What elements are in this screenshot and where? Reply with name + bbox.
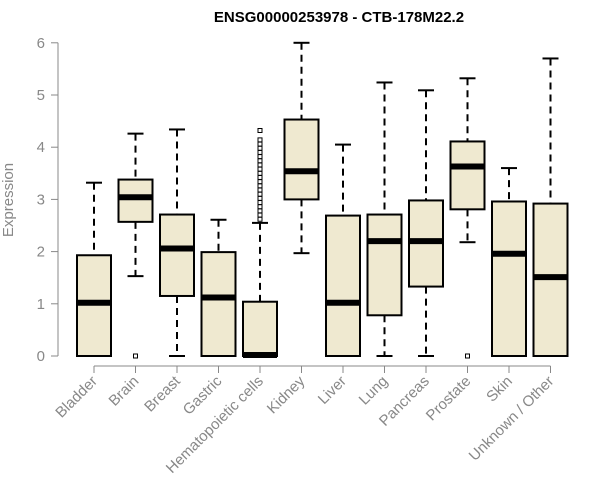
outlier-point [257,162,263,168]
y-tick-label: 0 [37,348,45,365]
y-axis: 0 1 2 3 4 5 6 [37,35,59,365]
iqr-box [159,213,195,297]
outlier-point [257,158,263,164]
outlier-point [257,187,263,193]
y-tick-label: 6 [37,35,45,52]
x-tick-label: Prostate [423,373,475,425]
y-tick-label: 5 [37,87,45,104]
box-skin [491,167,527,357]
y-tick-label: 4 [37,139,45,156]
iqr-box [491,200,527,357]
outlier-point [257,137,263,143]
x-tick-label: Lung [356,373,392,409]
box-pancreas [408,89,444,357]
y-tick-label: 3 [37,191,45,208]
y-tick-label: 1 [37,296,45,313]
outlier-point [257,216,263,222]
x-tick-label: Kidney [264,372,309,417]
box-hematopoietic-cells [242,127,278,358]
outlier-point [257,212,263,218]
outlier-point [257,145,263,151]
boxes-group [76,41,569,359]
outlier-point [257,174,263,180]
iqr-box [242,300,278,358]
box-gastric [200,218,237,357]
chart-title: ENSG00000253978 - CTB-178M22.2 [214,9,464,26]
outlier-point [257,191,263,197]
outlier-point [257,195,263,201]
outlier-point [257,208,263,214]
x-tick-label: Skin [483,373,516,406]
outlier-point [257,141,263,147]
x-tick-label: Brain [106,373,143,410]
outlier-point [257,127,263,133]
iqr-box [449,140,486,211]
box-bladder [76,181,112,357]
y-tick-label: 2 [37,244,45,261]
outlier-point [257,204,263,210]
outlier-point [257,179,263,185]
box-prostate [449,77,486,359]
iqr-box [366,213,403,317]
iqr-box [325,214,361,357]
box-brain [117,132,154,359]
outlier-point [257,170,263,176]
x-tick-label: Bladder [52,373,101,422]
x-tick-label: Liver [315,373,350,408]
box-breast [159,128,195,357]
outlier-point [133,353,138,359]
outlier-point [257,166,263,172]
iqr-box [117,178,154,223]
iqr-box [283,118,320,201]
y-axis-label: Expression [0,163,17,237]
outlier-point [257,183,263,189]
iqr-box [200,251,237,357]
outlier-point [465,353,470,359]
outlier-point [257,154,263,160]
box-liver [325,143,361,357]
outlier-point [257,149,263,155]
outlier-point [257,200,263,206]
box-kidney [283,41,320,255]
box-unknown-other [532,57,569,357]
x-tick-label: Breast [141,372,184,415]
box-lung [366,81,403,357]
